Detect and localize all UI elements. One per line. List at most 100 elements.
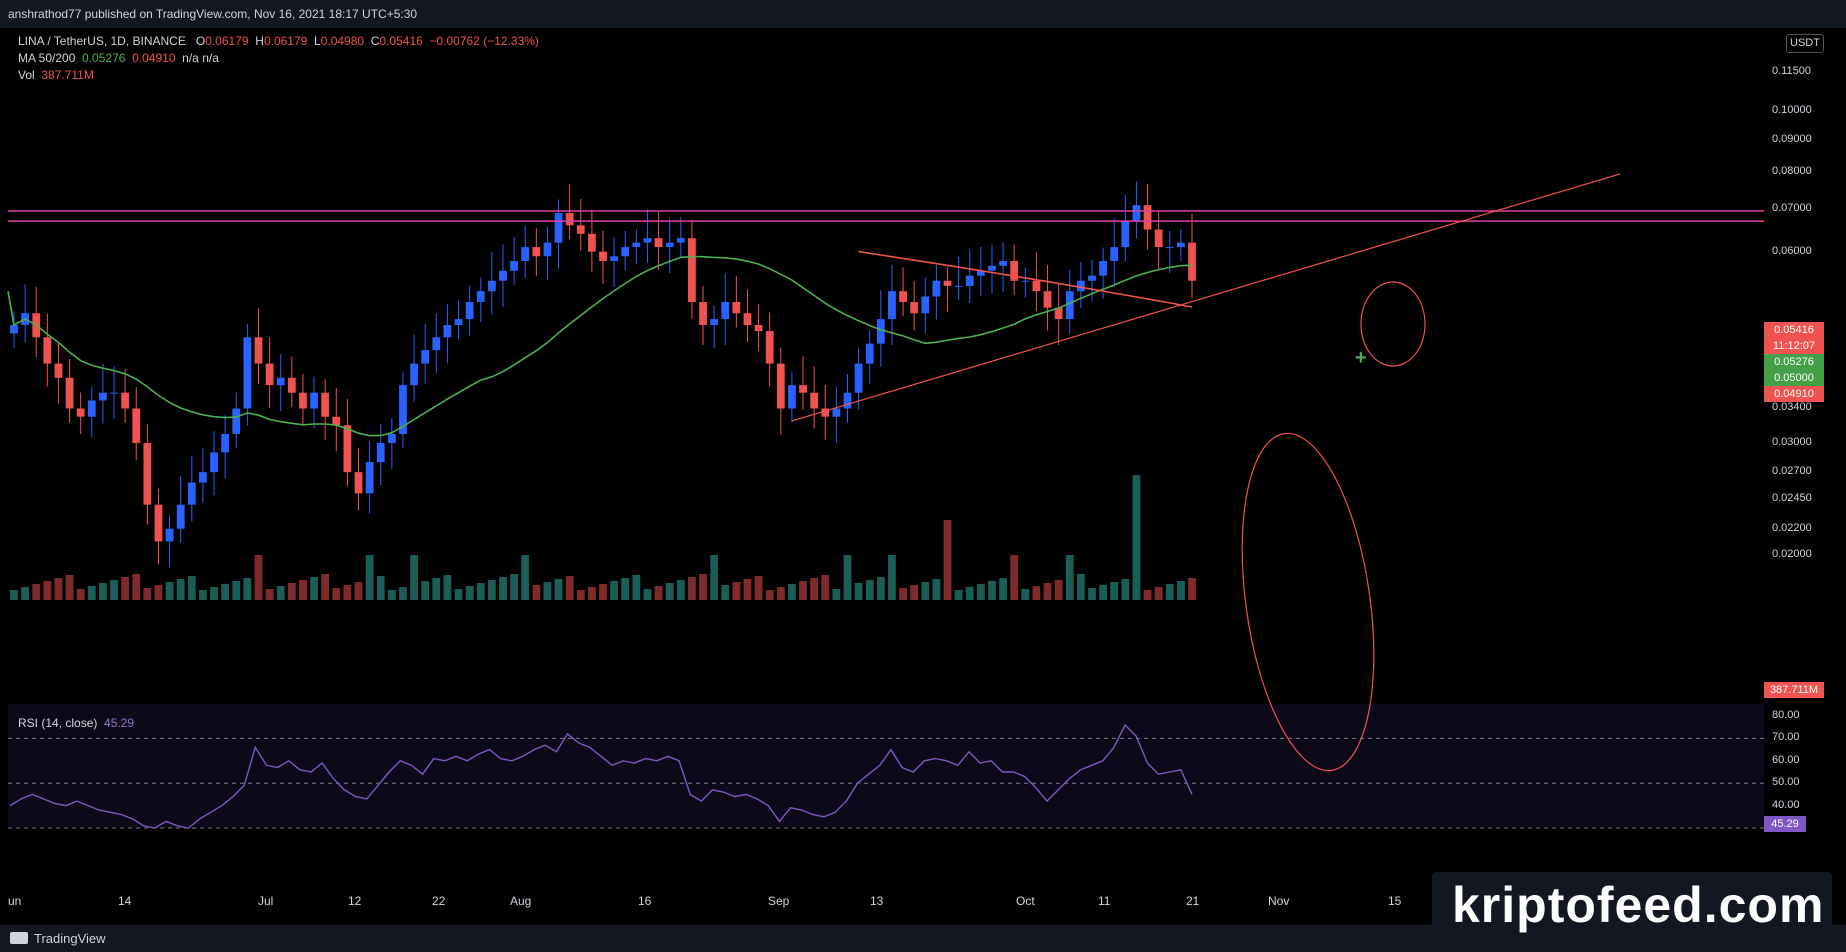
time-tick-label: Nov: [1268, 894, 1290, 908]
candle: [65, 359, 74, 423]
volume-bar: [176, 579, 185, 600]
candle: [621, 230, 630, 271]
candle-body: [776, 363, 785, 409]
candle: [710, 305, 719, 349]
time-tick-label: 15: [1388, 894, 1402, 908]
volume-bar: [410, 555, 418, 600]
ma50-price-tag: 0.05276: [1764, 354, 1824, 370]
time-tick-label: un: [8, 894, 22, 908]
volume-bar: [676, 580, 685, 600]
candle: [87, 387, 96, 437]
candle: [476, 277, 485, 323]
high-label: H: [255, 34, 264, 48]
ma200-value: 0.04910: [132, 51, 176, 65]
candle: [176, 475, 185, 543]
candle-body: [87, 400, 96, 417]
candle: [610, 237, 619, 288]
candle: [354, 448, 363, 511]
chart-canvas[interactable]: +: [0, 28, 1846, 925]
candle: [632, 229, 641, 265]
volume-bar: [1099, 585, 1107, 600]
vol-value: 387.711M: [41, 68, 94, 82]
candle-body: [387, 433, 396, 444]
volume-bar: [1032, 586, 1041, 600]
volume-bar: [43, 581, 52, 600]
volume-bar: [565, 576, 574, 600]
candle: [510, 237, 518, 285]
countdown-tag: 11:12:07: [1764, 338, 1824, 354]
candle: [721, 273, 730, 346]
volume-bar: [587, 587, 596, 600]
candle: [576, 199, 585, 251]
candle-body: [54, 363, 63, 378]
volume-bar: [1176, 581, 1185, 600]
candle: [332, 387, 341, 452]
candle: [776, 347, 785, 435]
candle-body: [910, 301, 919, 314]
candle: [1132, 181, 1141, 239]
candle-body: [443, 325, 452, 338]
candle-body: [621, 247, 630, 257]
time-tick-label: Sep: [768, 894, 790, 908]
ma200-line: [858, 250, 1193, 308]
candle: [199, 448, 207, 503]
publish-bar: anshrathod77 published on TradingView.co…: [0, 0, 1846, 28]
candle-body: [1065, 291, 1074, 320]
volume-bar: [832, 589, 841, 600]
candle: [1110, 218, 1119, 288]
candle-body: [954, 285, 963, 287]
price-tick-label: 0.09000: [1772, 132, 1812, 145]
candle-body: [243, 337, 252, 409]
candle-body: [1054, 307, 1063, 320]
volume-bar: [332, 588, 341, 600]
candle: [1076, 262, 1085, 309]
volume-bar: [688, 577, 696, 600]
candle-body: [210, 452, 218, 473]
volume-bar: [1010, 555, 1019, 600]
rsi-tick-label: 80.00: [1772, 709, 1800, 721]
volume-bar: [476, 583, 485, 600]
volume-bar: [265, 589, 274, 600]
candle: [232, 392, 241, 449]
candle: [254, 308, 263, 384]
volume-circle: [1241, 432, 1375, 772]
candle: [265, 337, 274, 409]
volume-bar: [521, 555, 530, 600]
candle-body: [732, 301, 741, 314]
candle-body: [10, 325, 18, 334]
candle: [154, 488, 163, 565]
tradingview-logo-icon: [10, 932, 28, 944]
ma-na: n/a n/a: [182, 51, 219, 65]
open-value: 0.06179: [205, 34, 249, 48]
candle: [99, 363, 107, 424]
volume-bar: [21, 587, 30, 600]
volume-bar: [121, 577, 130, 600]
volume-bar: [54, 578, 63, 600]
candle-body: [476, 291, 485, 302]
candle: [310, 376, 318, 429]
candle: [132, 387, 141, 461]
chart-area[interactable]: + LINA / TetherUS, 1D, BINANCE O0.06179 …: [0, 28, 1846, 925]
candle: [732, 275, 741, 328]
watermark: kriptofeed.com: [1432, 872, 1832, 940]
volume-bar: [710, 555, 719, 600]
candle-body: [510, 261, 518, 271]
candle-body: [921, 296, 930, 314]
candle-body: [543, 242, 552, 257]
candle-body: [765, 331, 774, 364]
candle-body: [943, 280, 952, 286]
candle: [821, 384, 830, 440]
candle: [321, 379, 330, 440]
candle: [143, 424, 152, 525]
volume-bar: [254, 555, 263, 600]
time-tick-label: Aug: [510, 894, 532, 908]
volume-bar: [154, 585, 163, 600]
high-value: 0.06179: [263, 34, 308, 48]
currency-button[interactable]: USDT: [1786, 34, 1824, 53]
tradingview-logo[interactable]: TradingView: [10, 931, 106, 946]
candle: [243, 323, 252, 426]
volume-bar: [99, 583, 107, 600]
candle: [410, 334, 418, 403]
candle: [365, 440, 374, 514]
volume-bar: [1143, 590, 1152, 600]
